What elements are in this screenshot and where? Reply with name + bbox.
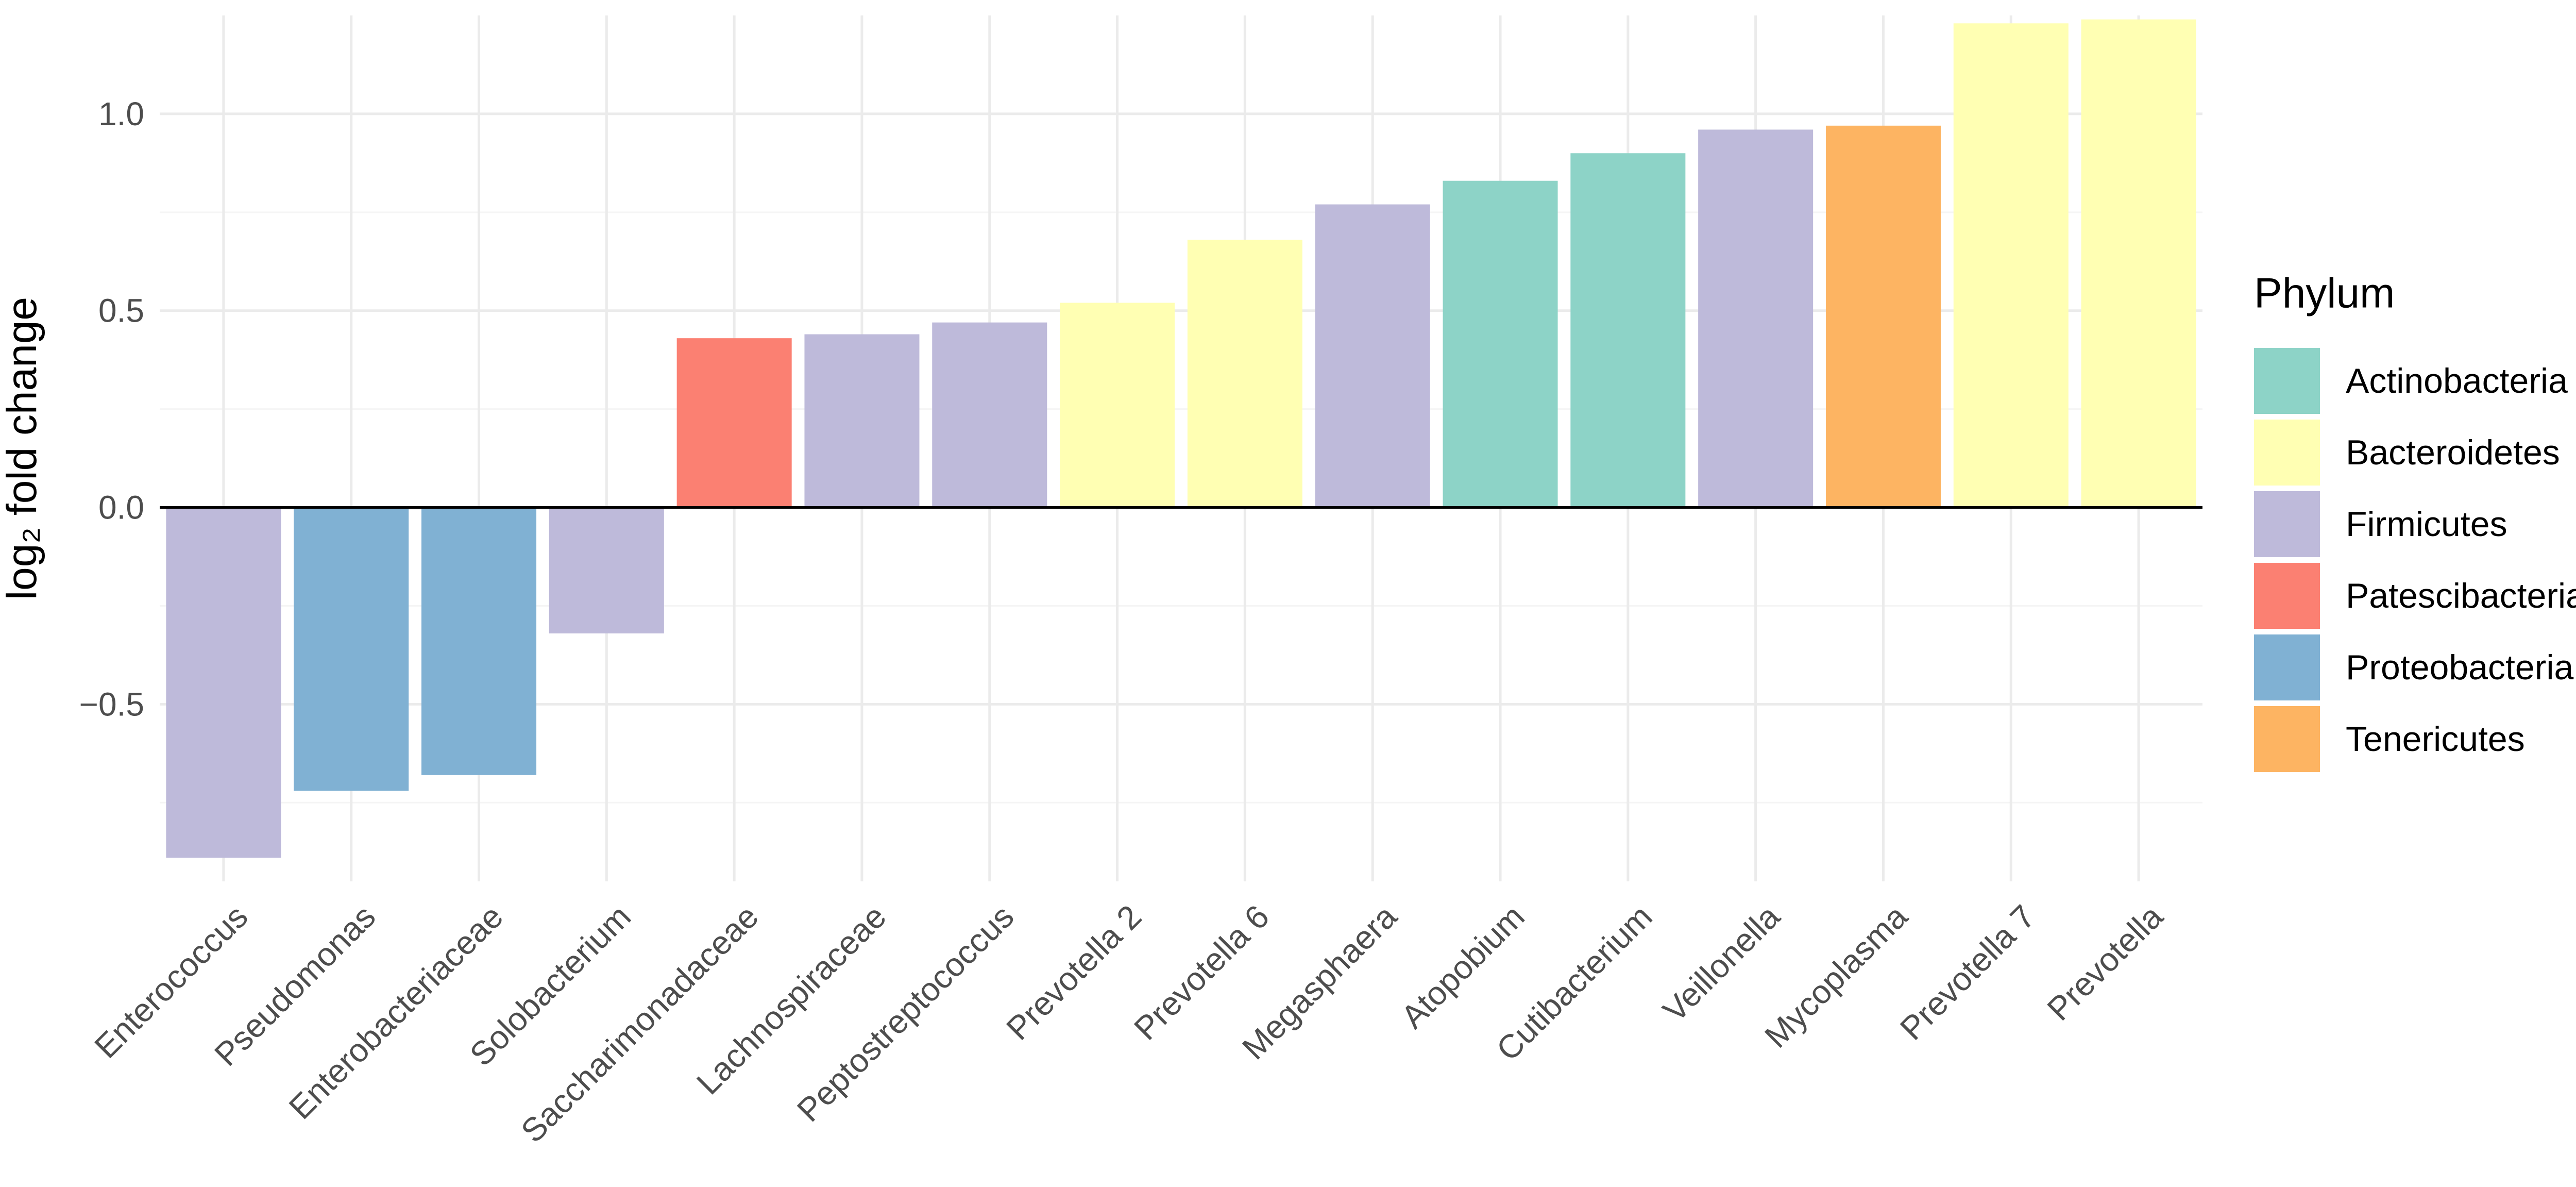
- x-tick-label: Enterobacteriaceae: [282, 898, 510, 1126]
- bar: [1698, 129, 1814, 508]
- bar: [549, 507, 664, 633]
- legend-label: Tenericutes: [2346, 720, 2525, 759]
- legend-title: Phylum: [2254, 270, 2395, 317]
- x-tick-label: Atopobium: [1394, 898, 1531, 1035]
- bar: [676, 338, 792, 508]
- legend-key: [2254, 634, 2320, 700]
- legend-key: [2254, 563, 2320, 629]
- y-tick-label: 0.0: [98, 489, 144, 526]
- x-tick-label: Prevotella: [2040, 898, 2170, 1028]
- y-axis-title: log₂ fold change: [0, 297, 45, 600]
- bar: [2081, 19, 2196, 508]
- x-tick-label: Veillonella: [1656, 898, 1787, 1029]
- legend-key: [2254, 706, 2320, 772]
- x-tick-label: Peptostreptococcus: [790, 898, 1021, 1129]
- y-tick-label: −0.5: [79, 686, 144, 723]
- legend-label: Patescibacteria: [2346, 576, 2576, 615]
- bar: [294, 507, 409, 791]
- bar: [166, 507, 281, 858]
- legend-key: [2254, 491, 2320, 557]
- y-tick-label: 1.0: [98, 95, 144, 132]
- legend-label: Actinobacteria: [2346, 361, 2568, 400]
- y-tick-label: 0.5: [98, 292, 144, 329]
- x-tick-label: Prevotella 7: [1893, 898, 2042, 1047]
- legend-key: [2254, 420, 2320, 486]
- x-tick-label: Prevotella 2: [999, 898, 1148, 1047]
- bars: [166, 19, 2196, 858]
- bar: [421, 507, 537, 775]
- bar: [1570, 153, 1686, 508]
- bar: [1187, 240, 1302, 508]
- bar: [1825, 125, 1941, 508]
- legend: Phylum Actinobacteria Bacteroidetes Firmicu…: [2254, 270, 2576, 772]
- bar: [1060, 303, 1175, 508]
- bar: [804, 334, 920, 508]
- legend-label: Firmicutes: [2346, 505, 2507, 544]
- bar: [1953, 23, 2069, 508]
- x-tick-label: Saccharimonadaceae: [514, 898, 766, 1150]
- legend-label: Proteobacteria: [2346, 648, 2573, 687]
- legend-key: [2254, 348, 2320, 414]
- bar: [1315, 204, 1430, 508]
- bar: [1443, 180, 1558, 508]
- bar: [932, 322, 1047, 508]
- legend-label: Bacteroidetes: [2346, 433, 2560, 472]
